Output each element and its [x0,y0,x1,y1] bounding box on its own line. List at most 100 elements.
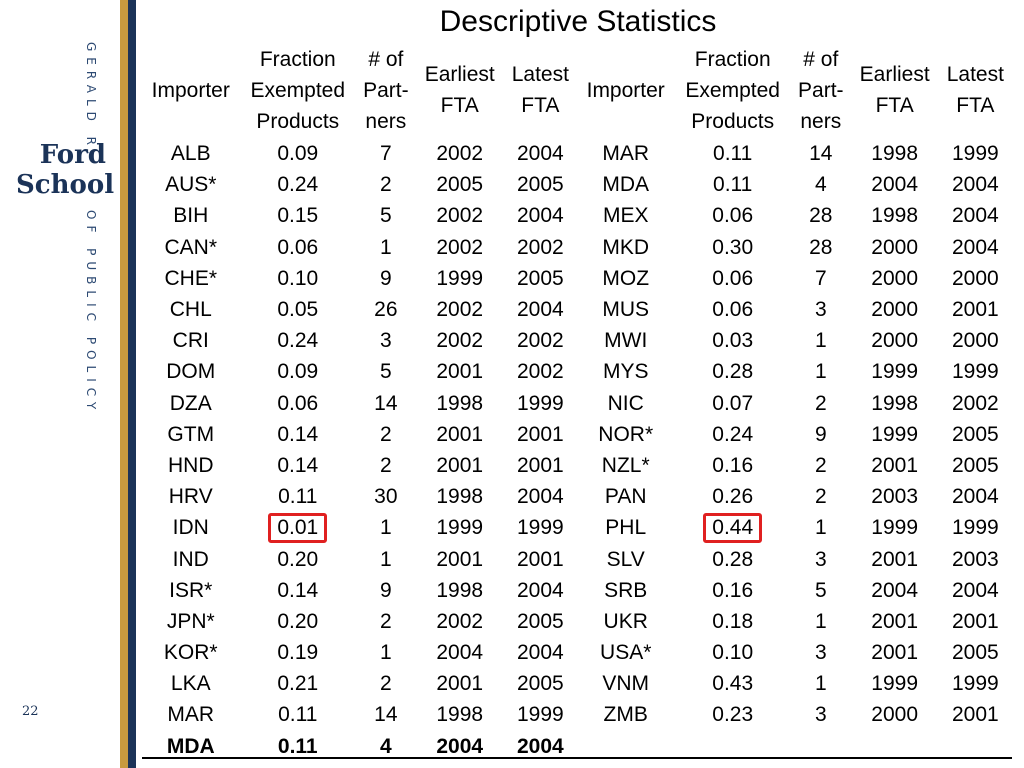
left-importer-cell: LKA [170,672,211,696]
header-line: Products [691,109,775,133]
left-fraction-cell: 0.24 [277,173,319,197]
left-partners-cell: 1 [379,235,392,259]
right-fraction-cell: 0.43 [712,672,754,696]
left-fraction-cell: 0.09 [277,142,319,166]
right-latest-cell: 2004 [951,578,999,602]
header-latest-right: Latest FTA [939,42,1012,138]
right-partners-cell: 5 [814,578,827,602]
highlighted-value: 0.44 [703,512,763,543]
right-partners-cell: 9 [814,422,827,446]
left-fraction-cell: 0.21 [277,672,319,696]
table-row: HRV 0.11 30 1998 2004 PAN 0.26 2 2003 2004 [142,481,1012,512]
right-importer-cell: NOR* [598,422,654,446]
left-latest-cell: 2004 [516,578,564,602]
left-partners-cell: 5 [379,204,392,228]
right-fraction-cell: 0.24 [712,422,754,446]
left-latest-cell: 1999 [516,391,564,415]
right-partners-cell: 1 [814,609,827,633]
header-latest-left: Latest FTA [504,42,577,138]
gold-divider-bar [120,0,128,768]
table-row: BIH 0.15 5 2002 2004 MEX 0.06 28 1998 2004 [142,200,1012,231]
left-fraction-cell: 0.24 [277,329,319,353]
ford-school-logo: Ford School [16,140,114,200]
left-partners-cell: 2 [379,422,392,446]
left-partners-cell: 1 [379,516,392,540]
left-fraction-cell: 0.11 [277,734,318,758]
right-earliest-cell: 2001 [871,641,919,665]
right-importer-cell: MDA [602,173,650,197]
right-latest-cell: 2004 [951,204,999,228]
header-line: FTA [521,94,560,117]
header-line: Earliest [859,63,930,86]
left-latest-cell: 2002 [516,329,564,353]
left-earliest-cell: 2002 [436,204,484,228]
right-latest-cell: 2000 [951,266,999,290]
left-importer-cell: AUS* [165,173,217,197]
logo-line-ford: Ford [39,140,106,170]
table-row: CHE* 0.10 9 1999 2005 MOZ 0.06 7 2000 2000 [142,263,1012,294]
left-importer-cell: KOR* [163,641,218,665]
left-earliest-cell: 1998 [436,703,484,727]
left-importer-cell: DZA [169,391,212,415]
right-earliest-cell: 1998 [871,391,919,415]
header-line: FTA [956,94,995,117]
left-partners-cell: 3 [379,329,392,353]
table-row: ISR* 0.14 9 1998 2004 SRB 0.16 5 2004 2004 [142,575,1012,606]
left-fraction-cell: 0.09 [277,360,319,384]
right-partners-cell: 3 [814,298,827,322]
left-fraction-cell: 0.20 [277,547,319,571]
left-earliest-cell: 2002 [436,609,484,633]
right-fraction-cell: 0.11 [713,142,753,166]
left-fraction-cell: 0.11 [278,485,318,509]
left-earliest-cell: 1999 [436,266,484,290]
highlighted-value: 0.01 [268,512,328,543]
right-partners-cell: 1 [814,360,827,384]
header-line: Earliest [424,63,495,86]
left-fraction-cell: 0.14 [277,578,319,602]
right-partners-cell: 4 [814,173,827,197]
page-title: Descriptive Statistics [439,5,717,38]
left-fraction-cell: 0.19 [277,641,319,665]
header-line: Latest [511,63,569,86]
left-latest-cell: 2004 [516,734,564,758]
left-earliest-cell: 1998 [436,391,484,415]
left-fraction-cell: 0.05 [277,298,319,322]
sidebar-top-text: GERALD R. [84,42,98,161]
right-earliest-cell: 2000 [871,298,919,322]
right-partners-cell: 1 [814,516,827,540]
right-importer-cell: MOZ [602,266,650,290]
right-latest-cell: 1999 [951,672,999,696]
right-latest-cell: 2002 [951,391,999,415]
right-importer-cell: ZMB [603,703,648,727]
right-fraction-cell: 0.18 [712,609,754,633]
right-partners-cell: 1 [814,672,827,696]
left-latest-cell: 2005 [516,173,564,197]
right-earliest-cell: 1999 [871,360,919,384]
right-fraction-cell: 0.28 [712,360,754,384]
header-line: Exempted [685,78,780,102]
right-partners-cell: 2 [814,485,827,509]
left-latest-cell: 2004 [516,485,564,509]
left-latest-cell: 2005 [516,609,564,633]
right-earliest-cell: 2001 [871,453,919,477]
table-row: AUS* 0.24 2 2005 2005 MDA 0.11 4 2004 2004 [142,169,1012,200]
left-importer-cell: HRV [168,485,213,509]
header-earliest-left: Earliest FTA [416,42,504,138]
left-partners-cell: 9 [379,578,392,602]
right-importer-cell: SLV [606,547,645,571]
header-line: Part- [363,78,409,102]
right-partners-cell: 2 [814,391,827,415]
right-fraction-cell: 0.10 [712,641,754,665]
left-latest-cell: 2005 [516,266,564,290]
header-fraction-right: Fraction Exempted Products [674,42,790,138]
header-line: Fraction [694,47,771,71]
left-earliest-cell: 2001 [436,672,484,696]
right-partners-cell: 3 [814,703,827,727]
right-importer-cell: VNM [602,672,650,696]
right-fraction-cell: 0.23 [712,703,754,727]
right-earliest-cell: 1998 [871,142,919,166]
left-latest-cell: 1999 [516,703,564,727]
right-earliest-cell: 2001 [871,547,919,571]
right-importer-cell: MKD [602,235,650,259]
right-fraction-cell: 0.28 [712,547,754,571]
